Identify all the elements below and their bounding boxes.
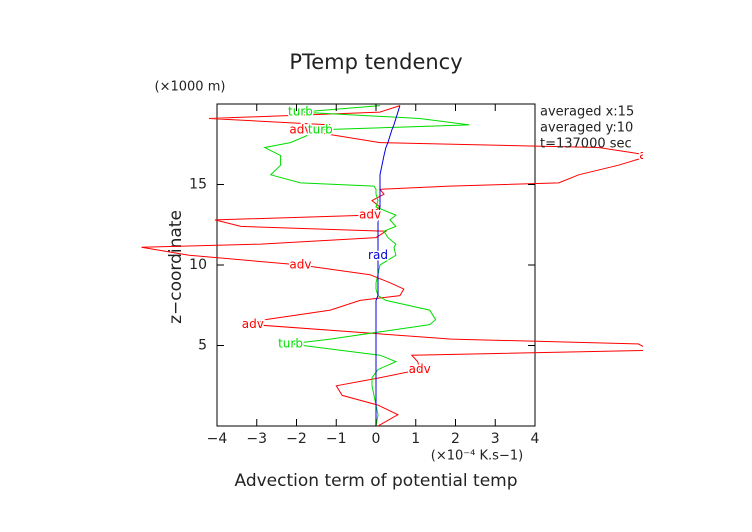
x-tick-label: −3 bbox=[246, 431, 267, 447]
chart-title: PTemp tendency bbox=[289, 50, 462, 74]
x-tick-label: −4 bbox=[207, 431, 228, 447]
curve-label: adv bbox=[639, 148, 661, 162]
annotation: averaged x:15 bbox=[540, 105, 634, 120]
y-tick-label: 5 bbox=[198, 338, 207, 354]
curve-label: adv bbox=[359, 208, 381, 222]
y-tick-label: 15 bbox=[189, 177, 207, 193]
profile-line bbox=[263, 105, 470, 427]
profile-line bbox=[375, 105, 401, 426]
profile-line bbox=[141, 105, 643, 427]
curve-label: adv bbox=[409, 362, 431, 376]
curve-label: rad bbox=[368, 248, 388, 262]
x-tick-label: 0 bbox=[372, 431, 381, 447]
annotation: averaged y:10 bbox=[540, 121, 633, 136]
x-tick-label: 1 bbox=[411, 431, 420, 447]
x-unit-label: (×10⁻⁴ K.s−1) bbox=[431, 449, 523, 464]
curve-label: turb bbox=[278, 336, 303, 350]
x-tick-label: 4 bbox=[531, 431, 540, 447]
curve-label: adv bbox=[289, 122, 311, 136]
x-tick-label: 3 bbox=[491, 431, 500, 447]
x-axis-label: Advection term of potential temp bbox=[234, 471, 517, 491]
x-tick-label: −2 bbox=[286, 431, 307, 447]
curve-label: turb bbox=[288, 105, 313, 119]
y-axis-label: z−coordinate bbox=[166, 210, 186, 324]
x-tick-label: −1 bbox=[326, 431, 347, 447]
curve-label: turb bbox=[308, 122, 333, 136]
curve-label: adv bbox=[242, 317, 264, 331]
annotation: t=137000 sec bbox=[540, 137, 632, 152]
x-tick-label: 2 bbox=[451, 431, 460, 447]
plot-area: advadvadvadvadvadvturbturbturbradaverage… bbox=[141, 103, 661, 427]
y-tick-label: 10 bbox=[189, 257, 207, 273]
y-unit-label: (×1000 m) bbox=[155, 80, 226, 95]
curve-label: adv bbox=[289, 258, 311, 272]
